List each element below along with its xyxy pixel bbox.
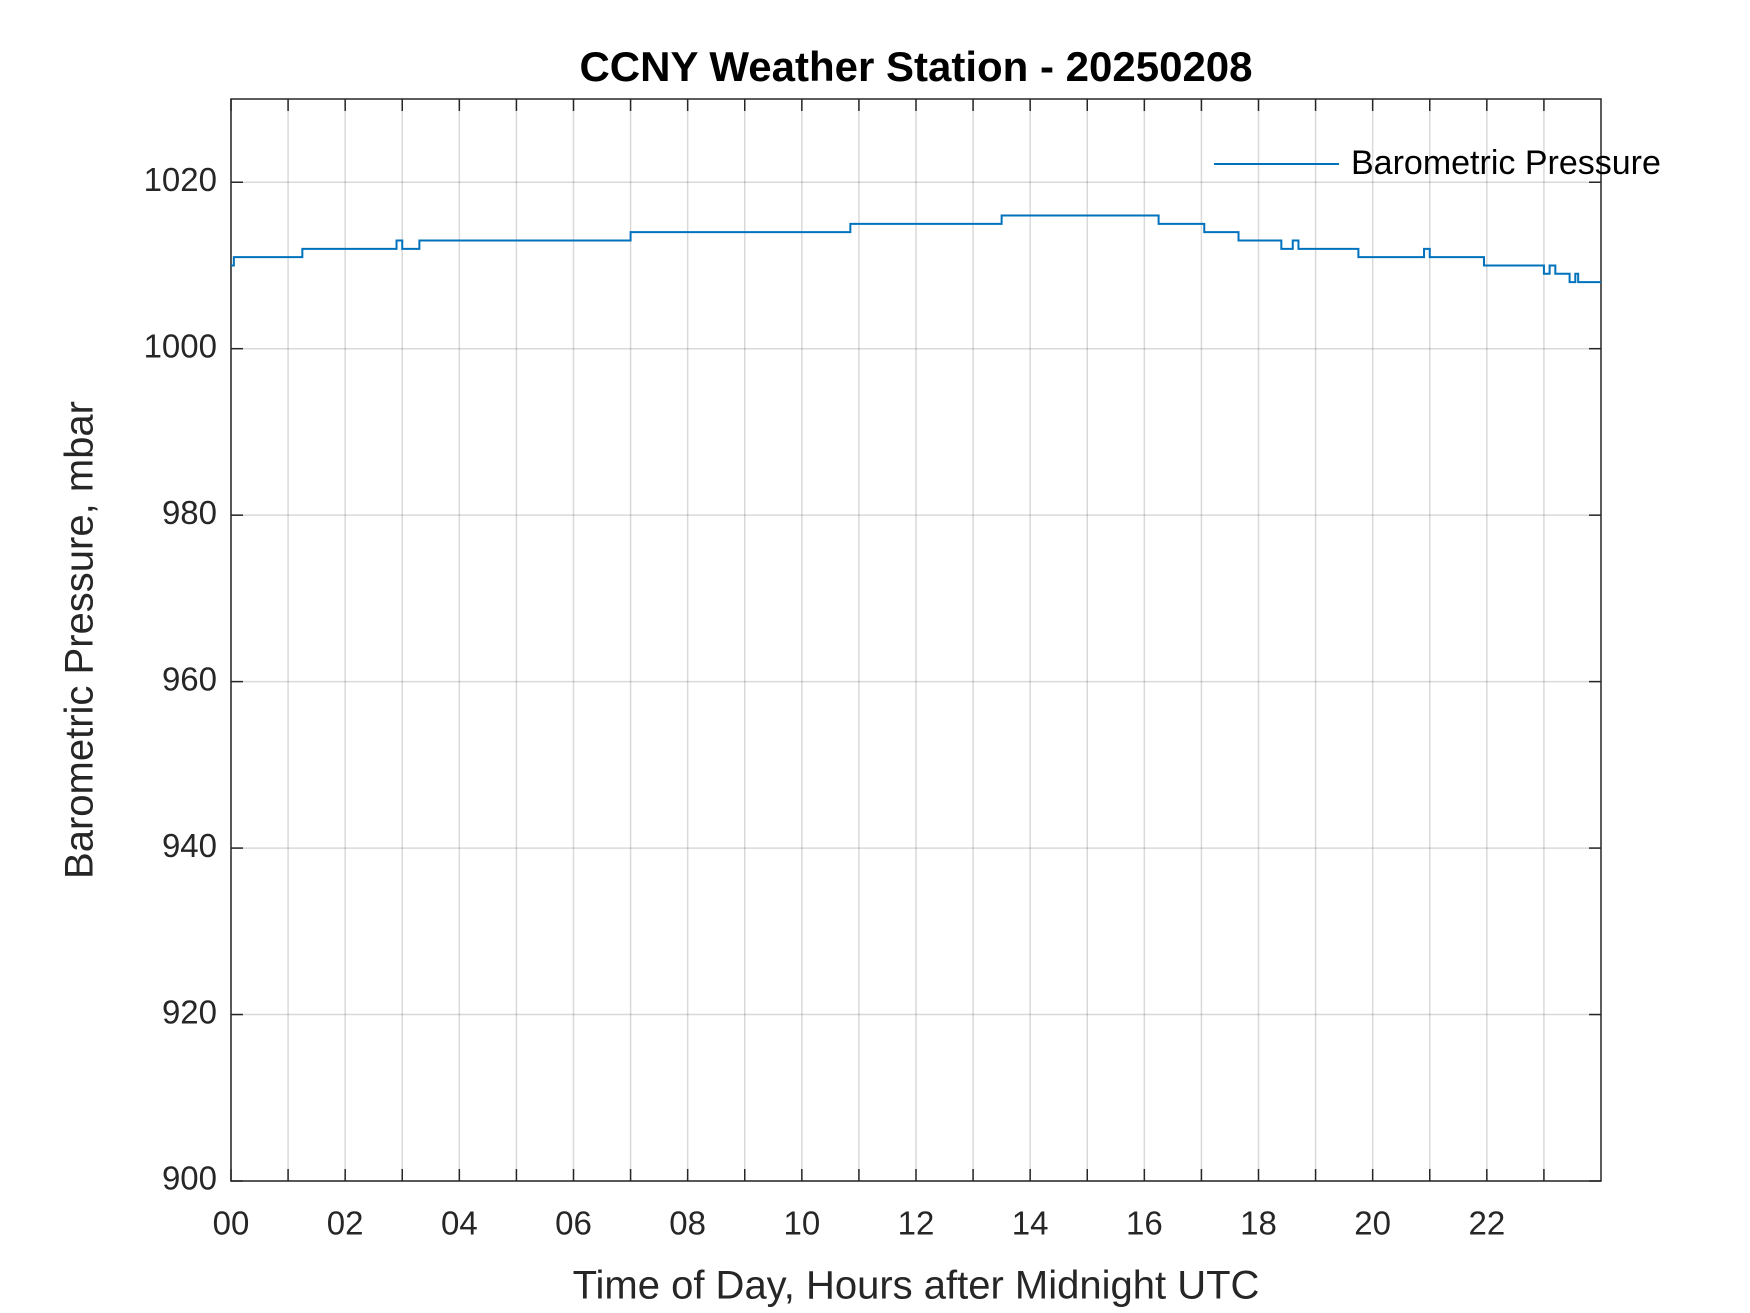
x-tick-label: 10 (783, 1205, 820, 1242)
x-tick-label: 14 (1012, 1205, 1049, 1242)
y-axis-label: Barometric Pressure, mbar (58, 401, 102, 879)
x-axis-label: Time of Day, Hours after Midnight UTC (573, 1264, 1260, 1308)
x-tick-label: 12 (898, 1205, 935, 1242)
x-tick-label: 18 (1240, 1205, 1277, 1242)
x-tick-label: 20 (1354, 1205, 1391, 1242)
y-tick-label: 1020 (144, 161, 217, 198)
plot-frame (230, 98, 1602, 1182)
x-tick-label: 22 (1468, 1205, 1505, 1242)
y-tick-label: 900 (162, 1160, 217, 1197)
y-tick-label: 980 (162, 494, 217, 531)
x-tick-label: 04 (441, 1205, 478, 1242)
legend-label: Barometric Pressure (1351, 144, 1661, 182)
chart-title: CCNY Weather Station - 20250208 (579, 43, 1252, 90)
x-tick-label: 00 (213, 1205, 250, 1242)
x-tick-label: 02 (327, 1205, 364, 1242)
y-tick-label: 920 (162, 993, 217, 1030)
x-tick-label: 06 (555, 1205, 592, 1242)
y-tick-label: 960 (162, 660, 217, 697)
y-tick-label: 1000 (144, 327, 217, 364)
y-tick-label: 940 (162, 827, 217, 864)
x-tick-label: 16 (1126, 1205, 1163, 1242)
x-tick-label: 08 (669, 1205, 706, 1242)
data-line (231, 214, 1601, 284)
